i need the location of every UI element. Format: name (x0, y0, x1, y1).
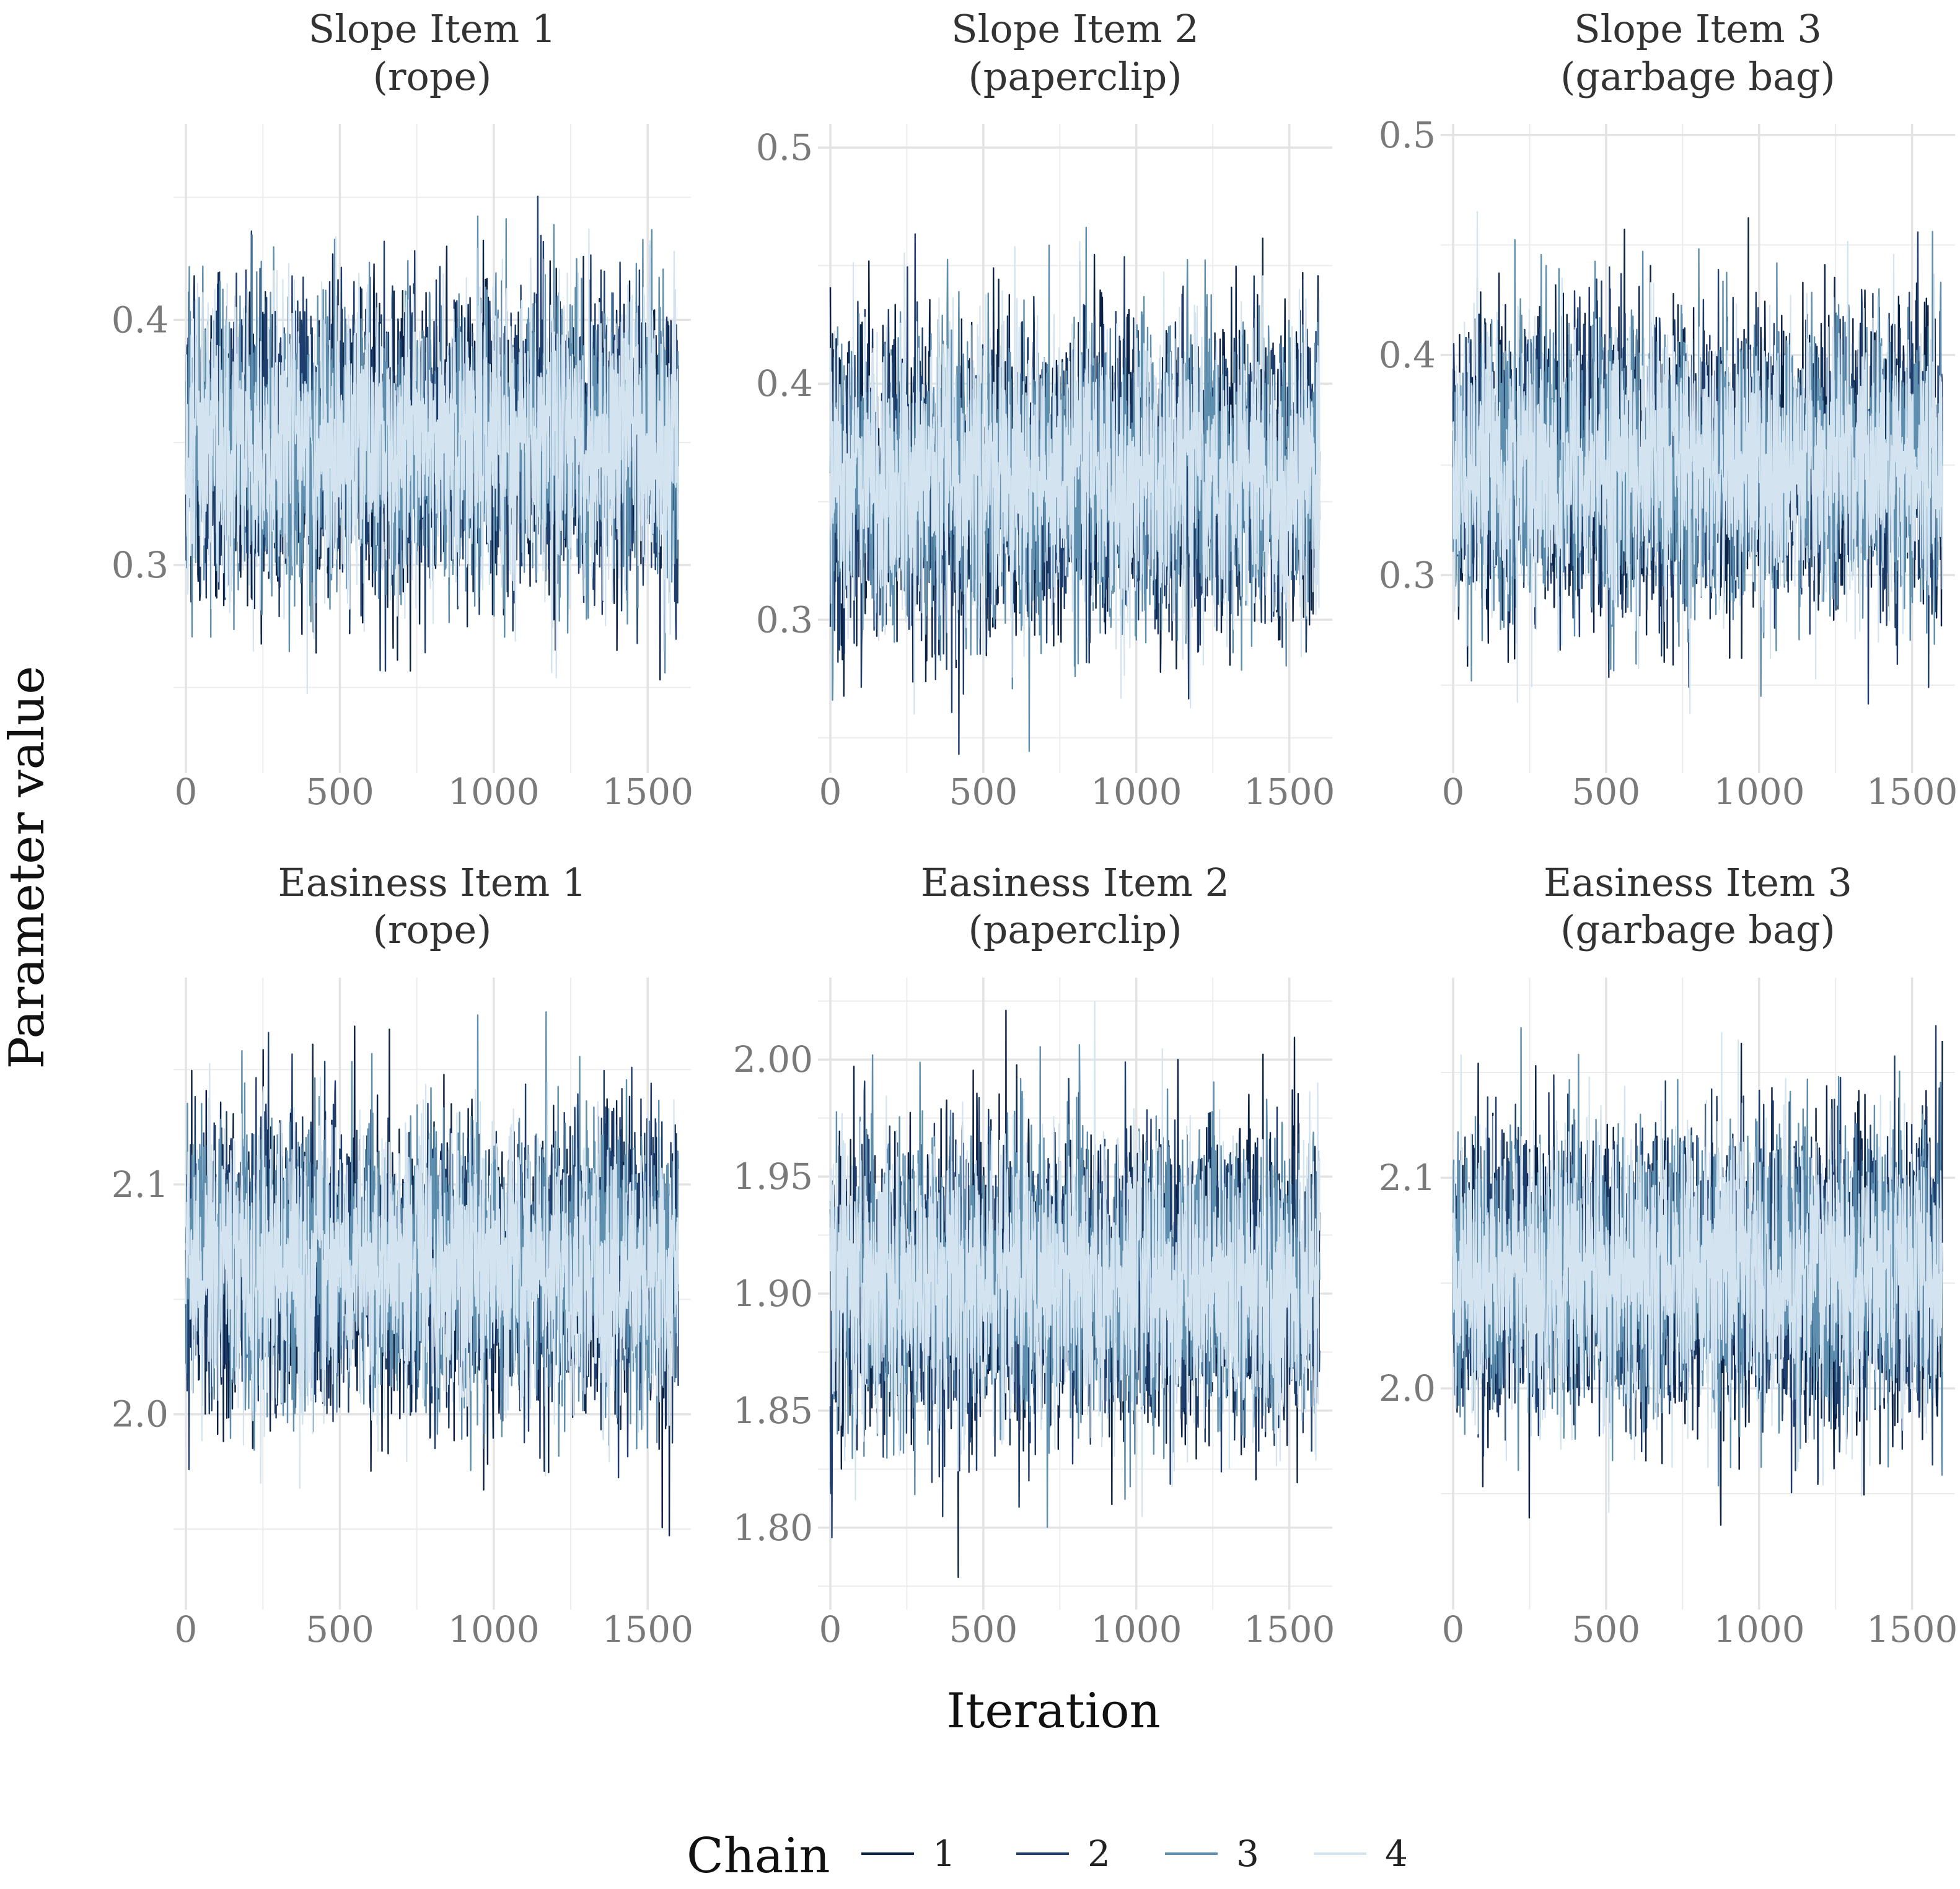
x-tick-label: 1000 (1713, 771, 1805, 813)
x-tick-label: 500 (1572, 771, 1641, 813)
x-tick-label: 0 (175, 771, 198, 813)
x-tick-label: 1000 (1091, 1608, 1182, 1650)
x-tick-label: 500 (949, 771, 1018, 813)
legend-label-chain-2: 2 (1088, 1833, 1110, 1875)
x-tick-label: 0 (819, 1608, 842, 1650)
panel-title-line1: Easiness Item 1 (278, 860, 587, 905)
y-tick-label: 0.3 (756, 598, 813, 641)
y-tick-label: 2.0 (1379, 1367, 1436, 1409)
panel-title-line1: Slope Item 3 (1574, 6, 1822, 51)
panel-title-line2: (rope) (373, 907, 492, 952)
x-tick-label: 500 (949, 1608, 1018, 1650)
panel-title-line2: (paperclip) (968, 54, 1182, 99)
facet-panels: Slope Item 1(rope)0 500 1000 15000.30.4Slop… (112, 6, 1958, 1650)
facet-panel: Slope Item 1(rope) 0 500 1000 1500 0.3 0.4 (112, 6, 693, 813)
x-tick-label: 1500 (602, 771, 694, 813)
x-tick-label: 1500 (1866, 1608, 1958, 1650)
trace-line-chain-4 (185, 1063, 679, 1489)
y-tick-label: 1.95 (733, 1155, 813, 1198)
y-tick-label: 0.5 (756, 126, 813, 169)
panel-title-line2: (garbage bag) (1560, 54, 1835, 99)
facet-panel: Easiness Item 2(paperclip) 0 500 1000 1500 1.… (733, 860, 1335, 1650)
y-tick-label: 0.4 (1379, 334, 1436, 376)
x-tick-label: 1000 (1091, 771, 1182, 813)
y-tick-label: 2.1 (1379, 1157, 1436, 1199)
y-tick-label: 0.3 (112, 544, 169, 586)
panel-title-line2: (garbage bag) (1560, 907, 1835, 952)
trace-line-chain-4 (185, 228, 679, 695)
y-tick-label: 0.4 (756, 362, 813, 405)
facet-panel: Slope Item 2(paperclip) 0 500 1000 1500 0.3 0.… (756, 6, 1335, 813)
panel-title-line1: Slope Item 2 (951, 6, 1199, 51)
legend-label-chain-4: 4 (1385, 1833, 1408, 1875)
y-axis-title: Parameter value (0, 666, 55, 1069)
x-tick-label: 1000 (448, 771, 540, 813)
facet-panel: Easiness Item 1(rope) 0 500 1000 1500 2.0 2.1 (112, 860, 693, 1650)
x-tick-label: 0 (819, 771, 842, 813)
legend: Chain 1 2 3 4 (687, 1828, 1408, 1884)
x-tick-label: 500 (305, 771, 374, 813)
trace-line-chain-4 (829, 1001, 1321, 1517)
x-tick-label: 500 (1572, 1608, 1641, 1650)
legend-title: Chain (687, 1828, 830, 1884)
x-tick-label: 0 (1442, 1608, 1465, 1650)
panel-title-line1: Easiness Item 3 (1544, 860, 1852, 905)
panel-title-line2: (rope) (373, 54, 492, 99)
panel-title-line1: Easiness Item 2 (921, 860, 1229, 905)
x-tick-label: 1000 (448, 1608, 540, 1650)
y-tick-label: 1.90 (733, 1273, 813, 1315)
panel-title-line2: (paperclip) (968, 907, 1182, 952)
panel-title-line1: Slope Item 1 (309, 6, 556, 51)
x-tick-label: 1500 (602, 1608, 694, 1650)
x-tick-label: 0 (175, 1608, 198, 1650)
trace-line-chain-4 (1452, 1032, 1943, 1513)
x-axis-title: Iteration (946, 1683, 1161, 1739)
x-tick-label: 1500 (1866, 771, 1958, 813)
y-tick-label: 2.0 (112, 1393, 169, 1435)
x-tick-label: 500 (305, 1608, 374, 1650)
facet-panel: Slope Item 3(garbage bag) 0 500 1000 1500 0.3… (1379, 6, 1958, 813)
y-tick-label: 1.80 (733, 1507, 813, 1549)
trace-line-chain-4 (829, 241, 1321, 715)
x-tick-label: 1000 (1713, 1608, 1805, 1650)
y-tick-label: 0.3 (1379, 554, 1436, 596)
legend-label-chain-1: 1 (933, 1833, 956, 1875)
facet-panel: Easiness Item 3(garbage bag) 0 500 1000 1500… (1379, 860, 1958, 1650)
x-tick-label: 0 (1442, 771, 1465, 813)
y-tick-label: 0.4 (112, 299, 169, 341)
x-tick-label: 1500 (1244, 771, 1335, 813)
y-tick-label: 1.85 (733, 1390, 813, 1432)
y-tick-label: 2.1 (112, 1164, 169, 1206)
y-tick-label: 2.00 (733, 1038, 813, 1080)
legend-label-chain-3: 3 (1236, 1833, 1259, 1875)
x-tick-label: 1500 (1244, 1608, 1335, 1650)
y-tick-label: 0.5 (1379, 114, 1436, 156)
trace-line-chain-4 (1452, 211, 1943, 714)
